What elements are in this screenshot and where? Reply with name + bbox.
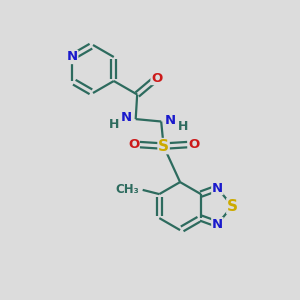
Text: S: S <box>158 139 169 154</box>
Text: S: S <box>227 199 238 214</box>
Text: N: N <box>212 218 223 231</box>
Text: N: N <box>67 50 78 64</box>
Text: N: N <box>121 111 132 124</box>
Text: H: H <box>178 120 188 134</box>
Text: CH₃: CH₃ <box>115 183 139 196</box>
Text: O: O <box>128 138 139 151</box>
Text: O: O <box>188 138 199 151</box>
Text: H: H <box>109 118 119 131</box>
Text: O: O <box>151 71 162 85</box>
Text: N: N <box>212 182 223 195</box>
Text: N: N <box>165 113 176 127</box>
